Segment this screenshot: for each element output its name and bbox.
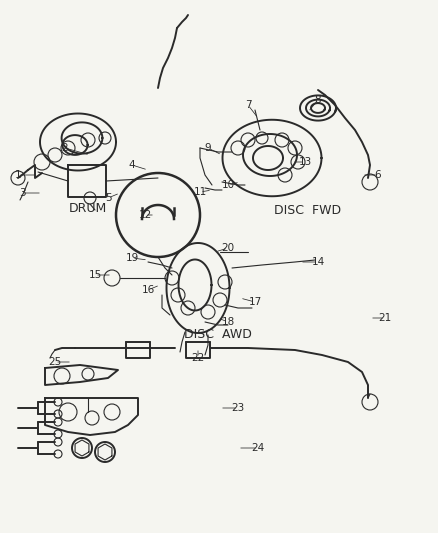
Text: 16: 16 xyxy=(141,285,155,295)
Text: 13: 13 xyxy=(298,157,311,167)
Text: 22: 22 xyxy=(191,353,205,363)
Text: 2: 2 xyxy=(62,143,68,153)
Text: 24: 24 xyxy=(251,443,265,453)
Text: 5: 5 xyxy=(105,193,111,203)
Text: 19: 19 xyxy=(125,253,138,263)
Text: 25: 25 xyxy=(48,357,62,367)
Text: 3: 3 xyxy=(19,188,25,198)
Text: DRUM: DRUM xyxy=(69,201,107,214)
Text: 23: 23 xyxy=(231,403,245,413)
Text: 10: 10 xyxy=(222,180,235,190)
Text: 7: 7 xyxy=(245,100,251,110)
Text: 9: 9 xyxy=(205,143,211,153)
Text: 8: 8 xyxy=(314,95,321,105)
Text: DISC  FWD: DISC FWD xyxy=(275,204,342,216)
Text: 17: 17 xyxy=(248,297,261,307)
Text: 20: 20 xyxy=(222,243,235,253)
Text: 4: 4 xyxy=(129,160,135,170)
Text: 14: 14 xyxy=(311,257,325,267)
Text: 18: 18 xyxy=(221,317,235,327)
Text: DISC  AWD: DISC AWD xyxy=(184,328,252,342)
Text: 12: 12 xyxy=(138,210,152,220)
Text: 21: 21 xyxy=(378,313,392,323)
Text: 11: 11 xyxy=(193,187,207,197)
Text: 15: 15 xyxy=(88,270,102,280)
Text: 6: 6 xyxy=(374,170,381,180)
Text: 1: 1 xyxy=(15,170,21,180)
